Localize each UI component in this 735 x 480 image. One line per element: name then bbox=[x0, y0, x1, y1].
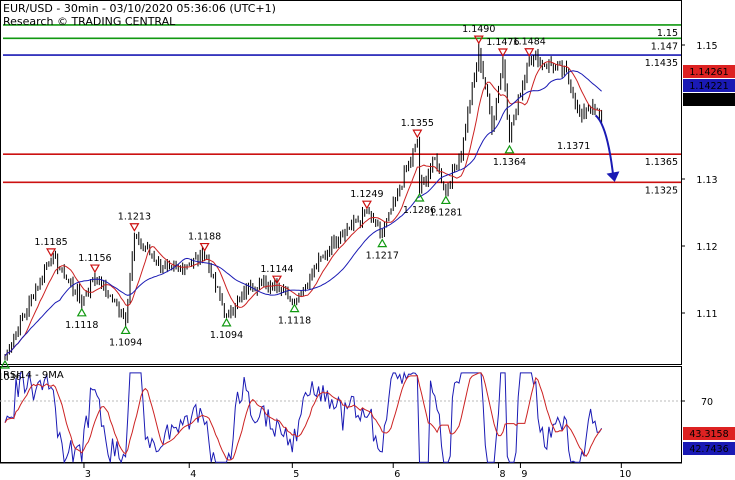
level-label: 1.15 bbox=[657, 28, 678, 39]
pivot-low-marker bbox=[221, 317, 232, 327]
chart-title: EUR/USD - 30min - 03/10/2020 05:36:06 (U… bbox=[3, 2, 276, 15]
x-tick-label: 4 bbox=[190, 469, 196, 480]
y-tick-label: 1.12 bbox=[696, 242, 717, 253]
pivot-low-marker bbox=[414, 192, 425, 202]
pivot-label: 1.1118 bbox=[65, 320, 98, 331]
pivot-high-marker bbox=[46, 248, 57, 258]
pivot-low-marker bbox=[0, 359, 11, 369]
pivot-low-marker bbox=[76, 307, 87, 317]
price-tag bbox=[683, 65, 735, 78]
pivot-label: 1.1490 bbox=[462, 24, 495, 35]
pivot-label: 1.1281 bbox=[429, 207, 462, 218]
rsi-y-tick-label: 70 bbox=[701, 397, 713, 408]
x-tick-label: 5 bbox=[293, 469, 299, 480]
y-tick-label: 1.13 bbox=[696, 175, 717, 186]
pivot-low-marker bbox=[377, 238, 388, 248]
price-tag-label: 1.13924 bbox=[689, 95, 728, 106]
rsi-panel bbox=[0, 366, 682, 463]
y-tick-label: 1.11 bbox=[696, 309, 717, 320]
pivot-label: 1.1094 bbox=[210, 330, 243, 341]
pivot-high-marker bbox=[524, 48, 535, 57]
x-tick-label: 9 bbox=[521, 469, 527, 480]
level-label: 1.1435 bbox=[645, 58, 678, 69]
price-tag bbox=[683, 93, 735, 106]
target-label: 1.1371 bbox=[557, 141, 590, 152]
pivot-label: 1.1036 bbox=[0, 372, 22, 383]
price-tag bbox=[683, 442, 735, 455]
price-tag bbox=[683, 427, 735, 440]
pivot-low-marker bbox=[504, 144, 515, 154]
rsi-line bbox=[4, 371, 603, 464]
price-tag-label: 42.7436 bbox=[689, 444, 728, 455]
rsi-ma-line bbox=[4, 372, 602, 461]
rsi-title: RSI14 - 9MA bbox=[3, 370, 64, 381]
pivot-high-marker bbox=[361, 200, 372, 210]
pivot-high-marker bbox=[497, 48, 508, 58]
pivot-label: 1.1476 bbox=[486, 37, 519, 48]
price-tag bbox=[683, 79, 735, 92]
pivot-label: 1.1286 bbox=[403, 205, 436, 216]
pivot-label: 1.1188 bbox=[188, 232, 221, 243]
level-label: 1.147 bbox=[651, 41, 678, 52]
x-tick-label: 6 bbox=[394, 469, 400, 480]
pivot-high-marker bbox=[271, 275, 283, 285]
pivot-label: 1.1484 bbox=[513, 37, 546, 48]
pivot-label: 1.1118 bbox=[278, 316, 311, 327]
y-tick-label: 1.15 bbox=[696, 41, 717, 52]
forecast-arrow bbox=[594, 114, 615, 180]
pivot-label: 1.1094 bbox=[109, 337, 142, 348]
pivot-label: 1.1156 bbox=[78, 253, 111, 264]
pivot-low-marker bbox=[440, 195, 451, 205]
x-tick-label: 3 bbox=[85, 469, 91, 480]
level-label: 1.1365 bbox=[645, 157, 678, 168]
pivot-label: 1.1364 bbox=[493, 157, 526, 168]
pivot-high-marker bbox=[129, 223, 140, 232]
forecast-arrowhead bbox=[606, 171, 620, 182]
pivot-label: 1.1213 bbox=[118, 212, 151, 223]
level-label: 1.1325 bbox=[645, 185, 678, 196]
pivot-label: 1.1355 bbox=[401, 118, 434, 129]
pivot-low-marker bbox=[120, 325, 131, 335]
price-tag-label: 43.3158 bbox=[689, 429, 728, 440]
pivot-low-marker bbox=[289, 303, 300, 313]
pivot-label: 1.1217 bbox=[366, 251, 399, 262]
pivot-high-marker bbox=[412, 129, 423, 139]
pivot-high-marker bbox=[473, 35, 484, 45]
pivot-high-marker bbox=[89, 264, 100, 274]
pivot-high-marker bbox=[199, 242, 210, 252]
moving-average-red bbox=[4, 61, 602, 357]
x-tick-label: 10 bbox=[619, 469, 631, 480]
price-tag-label: 1.14221 bbox=[689, 81, 728, 92]
chart-subtitle: Research © TRADING CENTRAL bbox=[3, 15, 176, 28]
pivot-label: 1.1185 bbox=[34, 237, 67, 248]
pivot-label: 1.1249 bbox=[350, 189, 383, 200]
pivot-label: 1.1144 bbox=[260, 264, 293, 275]
x-tick-label: 8 bbox=[499, 469, 505, 480]
price-tag-label: 1.14261 bbox=[689, 67, 728, 78]
moving-average-blue bbox=[4, 70, 602, 357]
